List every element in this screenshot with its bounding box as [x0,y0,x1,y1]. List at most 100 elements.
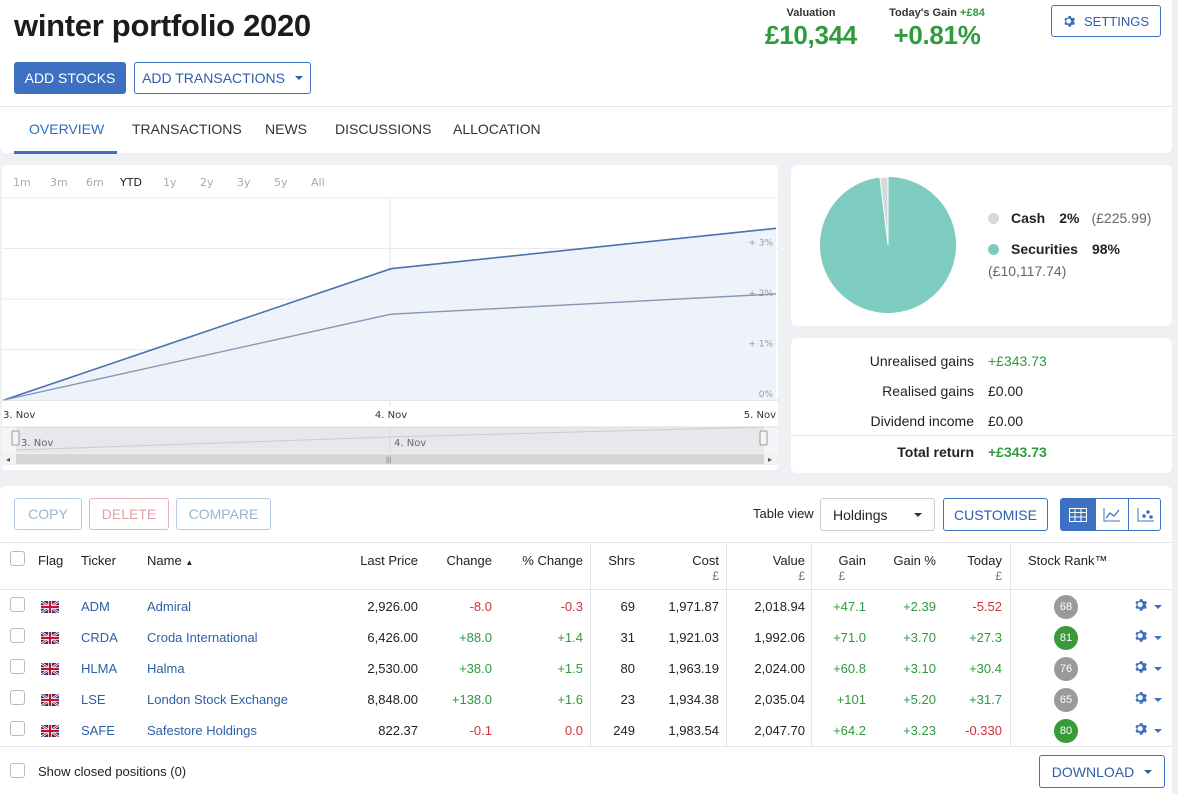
col-ticker[interactable]: Ticker [81,553,116,568]
ticker-link[interactable]: CRDA [81,630,118,645]
tab-allocation[interactable]: ALLOCATION [453,121,541,137]
name-link[interactable]: Croda International [147,630,258,645]
row-actions-menu[interactable] [1134,660,1162,676]
tab-overview[interactable]: OVERVIEW [29,121,105,137]
stock-rank-badge[interactable]: 65 [1054,688,1078,712]
col-name[interactable]: Name ▲ [147,553,193,568]
pie-slice-cash[interactable] [879,176,889,246]
col-change[interactable]: Change [446,553,492,568]
ticker-link[interactable]: HLMA [81,661,118,676]
gear-icon [1135,692,1147,704]
table-row[interactable]: ADM Admiral 2,926.00 -8.0 -0.3 69 1,971.87 2,01… [0,591,1172,622]
download-button[interactable]: DOWNLOAD [1039,755,1165,788]
row-actions-menu[interactable] [1134,598,1162,614]
change-cell: +138.0 [451,692,492,707]
col-flag[interactable]: Flag [38,553,64,568]
stock-rank-badge[interactable]: 68 [1054,595,1078,619]
table-row[interactable]: CRDA Croda International 6,426.00 +88.0 +1.4… [0,622,1172,653]
chart-view-toggle[interactable] [1095,499,1128,530]
col-value[interactable]: Value £ [773,553,805,583]
navigator-handle-right[interactable] [759,430,768,446]
gear-icon [1135,661,1147,673]
tab-news[interactable]: NEWS [265,121,307,137]
col-shrs[interactable]: Shrs [608,553,635,568]
select-all-checkbox[interactable] [10,551,25,566]
row-actions-menu[interactable] [1134,722,1162,738]
table-row[interactable]: HLMA Halma 2,530.00 +38.0 +1.5 80 1,963.19 2,02… [0,653,1172,684]
todays-gain-kpi: Today's Gain +£84 +0.81% [876,7,998,51]
row-actions-menu[interactable] [1134,629,1162,645]
gain-cell: +60.8 [833,661,866,676]
row-actions-menu[interactable] [1134,691,1162,707]
row-checkbox[interactable] [10,659,25,674]
navigator-handle-left[interactable] [11,430,20,446]
stock-rank-badge[interactable]: 81 [1054,626,1078,650]
add-stocks-button[interactable]: ADD STOCKS [14,62,126,94]
range-3m[interactable]: 3m [50,176,68,189]
uk-flag-icon [40,662,60,676]
scatter-view-toggle[interactable] [1128,499,1160,530]
tab-discussions[interactable]: DISCUSSIONS [335,121,432,137]
row-checkbox[interactable] [10,721,25,736]
table-view-select[interactable]: Holdings [820,498,935,531]
ticker-link[interactable]: ADM [81,599,110,614]
scroll-right-arrow-icon[interactable]: ▸ [768,455,772,464]
row-checkbox[interactable] [10,690,25,705]
delete-button[interactable]: DELETE [89,498,169,530]
gear-icon [1135,630,1147,642]
add-transactions-button[interactable]: ADD TRANSACTIONS [134,62,311,94]
copy-button[interactable]: COPY [14,498,82,530]
navigator-label-start: 3. Nov [21,438,53,449]
legend-cash-amount: (£225.99) [1091,210,1152,226]
name-link[interactable]: Admiral [147,599,192,614]
show-closed-checkbox[interactable] [10,763,25,778]
sort-asc-icon: ▲ [185,558,194,567]
col-today-unit: £ [995,569,1002,583]
value-cell: 2,035.04 [754,692,805,707]
col-last-price[interactable]: Last Price [360,553,418,568]
stock-rank-badge[interactable]: 80 [1054,719,1078,743]
return-label: Total return [897,444,974,460]
table-view-toggle[interactable] [1061,499,1095,530]
uk-flag-icon [40,693,60,707]
holdings-card: COPY DELETE COMPARE Table view Holdings … [0,486,1172,794]
name-link[interactable]: Safestore Holdings [147,723,257,738]
range-5y[interactable]: 5y [274,176,288,189]
gain-pct-cell: +5.20 [903,692,936,707]
col-today[interactable]: Today £ [967,553,1002,583]
tab-transactions[interactable]: TRANSACTIONS [132,121,242,137]
name-link[interactable]: London Stock Exchange [147,692,288,707]
scroll-left-arrow-icon[interactable]: ◂ [6,455,10,464]
flag-cell [40,724,60,738]
name-link[interactable]: Halma [147,661,185,676]
row-checkbox[interactable] [10,597,25,612]
col-gain-pct[interactable]: Gain % [893,553,936,568]
chart-scrollbar-thumb[interactable] [16,454,764,464]
ticker-link[interactable]: LSE [81,692,106,707]
col-stock-rank[interactable]: Stock Rank™ [1028,553,1108,568]
table-row[interactable]: LSE London Stock Exchange 8,848.00 +138.0 +1… [0,684,1172,715]
settings-button[interactable]: SETTINGS [1051,5,1161,37]
ticker-link[interactable]: SAFE [81,723,115,738]
customise-button[interactable]: CUSTOMISE [943,498,1048,531]
gain-amount: +£84 [960,7,985,19]
todays-gain-label: Today's Gain +£84 [876,7,998,19]
range-3y[interactable]: 3y [237,176,251,189]
table-row[interactable]: SAFE Safestore Holdings 822.37 -0.1 0.0 249 1,… [0,715,1172,746]
range-1y[interactable]: 1y [163,176,177,189]
col-cost[interactable]: Cost £ [692,553,719,583]
x-tick-label: 5. Nov [744,410,776,421]
show-closed-label[interactable]: Show closed positions (0) [38,764,187,779]
range-all[interactable]: All [311,176,325,189]
range-6m[interactable]: 6m [86,176,104,189]
stock-rank-badge[interactable]: 76 [1054,657,1078,681]
col-pct-change[interactable]: % Change [522,553,583,568]
row-checkbox[interactable] [10,628,25,643]
col-gain[interactable]: Gain £ [839,553,866,583]
range-2y[interactable]: 2y [200,176,214,189]
compare-button[interactable]: COMPARE [176,498,271,530]
return-row-total: Total return +£343.73 [791,437,1172,467]
range-1m[interactable]: 1m [13,176,31,189]
chevron-down-icon [1154,636,1162,640]
range-ytd[interactable]: YTD [120,176,142,189]
